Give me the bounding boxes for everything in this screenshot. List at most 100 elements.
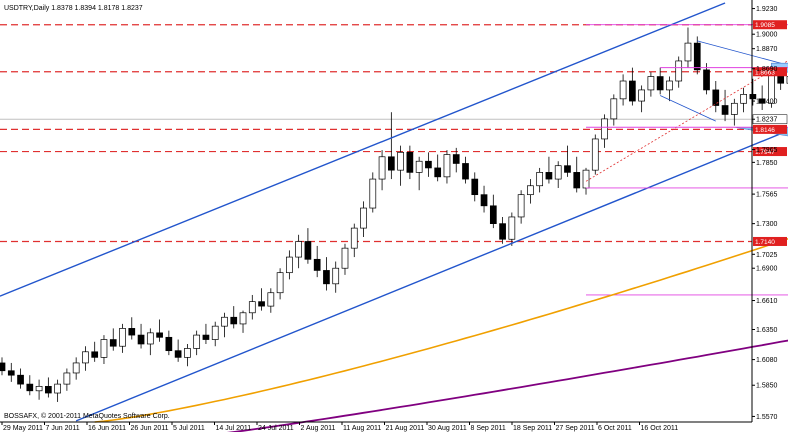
candle-body — [480, 194, 488, 207]
y-tick-label: 1.6610 — [756, 298, 778, 305]
candle-body — [313, 258, 321, 271]
y-tick-label: 1.9230 — [756, 6, 778, 13]
candle-body — [248, 301, 256, 314]
level-label-box — [753, 67, 787, 77]
y-tick-label: 1.7300 — [756, 221, 778, 228]
y-tick-label: 1.7965 — [756, 147, 778, 154]
candle-body — [629, 80, 636, 102]
candle-body — [276, 272, 284, 294]
candle-body — [378, 156, 386, 180]
candle-body — [638, 89, 645, 102]
candle-body — [452, 154, 460, 164]
x-tick-label: 14 Jul 2011 — [216, 425, 252, 432]
candle-body — [211, 325, 219, 340]
candle-body — [193, 334, 201, 349]
x-tick-label: 18 Sep 2011 — [513, 425, 552, 432]
candle-body — [341, 247, 349, 269]
y-tick-label: 1.6350 — [756, 327, 778, 334]
candle-body — [471, 178, 479, 196]
candle-body — [573, 172, 581, 189]
candle-body — [156, 332, 163, 338]
candle-body — [128, 328, 136, 336]
y-tick-label: 1.9000 — [756, 32, 778, 39]
candle-body — [749, 94, 757, 100]
level-label: 1.8146 — [755, 127, 775, 134]
level-label-box — [753, 236, 787, 246]
candle-body — [619, 80, 627, 100]
candle-body — [675, 60, 683, 82]
candle-body — [91, 351, 99, 358]
minor-channel-line — [697, 40, 788, 66]
candle-body — [267, 292, 275, 307]
candle-body — [443, 154, 451, 178]
dotted-trend-line — [585, 60, 788, 182]
candle-body — [26, 383, 34, 392]
candle-body — [221, 316, 228, 327]
candle-body — [295, 241, 302, 258]
candle-body — [184, 348, 191, 358]
candle-body — [406, 151, 414, 173]
candle-body — [332, 267, 340, 285]
candle-body — [462, 163, 469, 180]
channel-lower-line — [75, 129, 788, 422]
x-tick-label: 7 Jun 2011 — [46, 425, 80, 432]
candle-body — [100, 339, 108, 358]
candle-body — [63, 372, 71, 385]
candle-body — [545, 172, 553, 180]
level-label-box — [753, 20, 787, 30]
candle-body — [693, 42, 701, 71]
candle-body — [360, 207, 367, 229]
level-label-box — [753, 147, 787, 157]
candle-body — [174, 350, 182, 358]
candle-body — [582, 169, 590, 189]
level-label: 1.8663 — [755, 69, 775, 76]
candle-body — [647, 76, 655, 91]
copyright-text: BOSSAFX, © 2001-2011 MetaQuotes Software… — [4, 412, 170, 420]
candle-body — [425, 160, 432, 169]
candle-body — [44, 385, 52, 394]
minor-channel-line — [660, 95, 716, 122]
candle-body — [35, 385, 43, 392]
x-tick-label: 29 May 2011 — [3, 425, 43, 432]
candle-body — [527, 185, 534, 196]
candle-body — [165, 336, 173, 352]
moving-average-slow — [226, 339, 788, 432]
x-tick-label: 5 Jul 2011 — [173, 425, 205, 432]
candle-body — [397, 151, 404, 171]
y-tick-label: 1.6900 — [756, 266, 778, 273]
candle-body — [350, 227, 358, 249]
candle-body — [82, 351, 89, 364]
x-tick-label: 16 Oct 2011 — [641, 425, 679, 432]
x-tick-label: 21 Aug 2011 — [386, 425, 425, 432]
y-tick-label: 1.5570 — [756, 414, 778, 421]
candle-body — [684, 42, 692, 62]
y-tick-label: 1.8690 — [756, 66, 778, 73]
candle-body — [703, 69, 710, 91]
candle-body — [499, 223, 506, 240]
candle-body — [146, 332, 154, 345]
candle-body — [610, 98, 618, 120]
candle-body — [740, 94, 747, 104]
candle-body — [72, 362, 80, 374]
y-tick-label: 1.7025 — [756, 252, 778, 259]
candle-body — [258, 301, 265, 307]
candle-body — [758, 98, 766, 104]
y-tick-label: 1.5850 — [756, 383, 778, 390]
level-label-box — [753, 124, 787, 134]
candle-body — [536, 172, 544, 187]
candle-body — [415, 160, 423, 173]
level-label: 1.7947 — [755, 149, 775, 156]
candle-body — [508, 216, 516, 240]
x-tick-label: 8 Sep 2011 — [471, 425, 506, 432]
candle-body — [712, 89, 720, 106]
x-tick-label: 26 Jun 2011 — [131, 425, 169, 432]
y-tick-label: 1.7565 — [756, 192, 778, 199]
candle-body — [17, 374, 24, 385]
candle-body — [786, 76, 788, 84]
candle-body — [564, 165, 571, 173]
candle-body — [730, 102, 738, 115]
y-tick-label: 1.6080 — [756, 357, 778, 364]
level-label: 1.9085 — [755, 22, 775, 29]
candle-body — [323, 270, 330, 285]
